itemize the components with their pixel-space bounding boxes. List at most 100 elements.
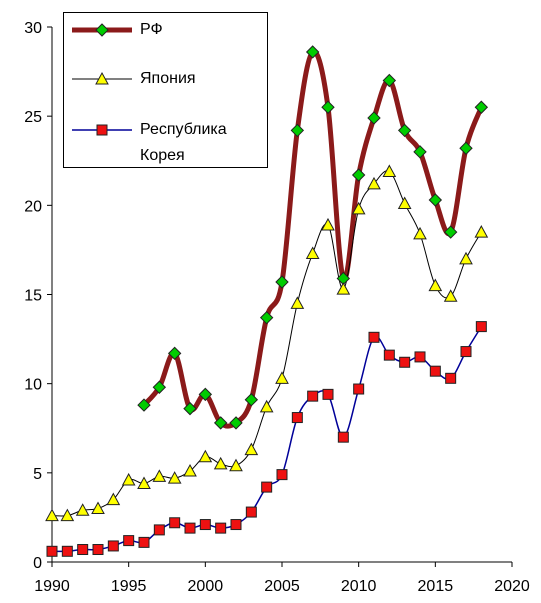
- marker: [213, 416, 228, 430]
- marker: [382, 164, 397, 177]
- marker: [95, 23, 109, 37]
- y-tick-label: 10: [24, 377, 42, 394]
- y-tick-label: 15: [24, 288, 42, 305]
- marker: [275, 275, 289, 289]
- marker: [305, 246, 320, 259]
- marker: [245, 506, 257, 518]
- marker: [351, 201, 366, 215]
- x-tick-label: 2005: [264, 578, 300, 595]
- marker: [184, 522, 196, 534]
- marker: [459, 251, 473, 265]
- marker: [153, 524, 165, 536]
- marker: [443, 225, 458, 239]
- x-tick-label: 1990: [34, 578, 70, 595]
- marker: [368, 331, 380, 343]
- legend-swatch: [72, 23, 132, 37]
- marker: [367, 176, 381, 190]
- marker: [351, 168, 366, 182]
- y-tick-label: 5: [33, 466, 42, 483]
- x-tick-label: 2020: [494, 578, 530, 595]
- marker: [367, 111, 381, 125]
- y-tick-label: 0: [33, 555, 42, 572]
- marker: [137, 476, 151, 490]
- legend: РФ Япония Республика Корея: [63, 12, 268, 168]
- marker: [107, 540, 119, 552]
- marker: [229, 416, 243, 430]
- marker: [474, 225, 489, 238]
- marker: [397, 123, 412, 138]
- marker: [121, 472, 136, 486]
- marker: [261, 481, 273, 493]
- marker: [428, 278, 443, 292]
- marker: [307, 390, 319, 402]
- marker: [259, 399, 274, 413]
- marker: [291, 412, 303, 424]
- marker: [229, 458, 243, 472]
- legend-swatch: [72, 71, 132, 85]
- marker: [474, 100, 489, 114]
- marker: [382, 73, 397, 88]
- marker: [322, 388, 334, 400]
- marker: [77, 544, 89, 556]
- marker: [383, 349, 395, 361]
- marker: [92, 544, 104, 556]
- marker: [75, 503, 90, 516]
- marker: [45, 508, 59, 522]
- marker: [413, 226, 427, 240]
- marker: [397, 196, 412, 210]
- marker: [321, 100, 335, 114]
- marker: [290, 296, 305, 309]
- marker: [353, 383, 365, 395]
- marker: [198, 449, 213, 463]
- x-tick-label: 2015: [418, 578, 454, 595]
- marker: [199, 519, 211, 531]
- marker: [91, 501, 105, 514]
- y-tick-label: 30: [24, 20, 42, 37]
- marker: [259, 310, 274, 325]
- x-tick-label: 2000: [188, 578, 224, 595]
- marker: [244, 442, 259, 456]
- marker: [61, 545, 73, 557]
- marker: [213, 456, 228, 470]
- marker: [137, 398, 151, 412]
- marker: [169, 517, 181, 529]
- marker: [443, 289, 458, 302]
- marker: [276, 469, 288, 481]
- marker: [230, 519, 242, 531]
- marker: [337, 431, 349, 443]
- marker: [106, 492, 121, 506]
- x-tick-label: 2010: [341, 578, 377, 595]
- legend-swatch: [72, 124, 132, 136]
- marker: [305, 45, 320, 59]
- marker: [290, 123, 305, 138]
- marker: [414, 351, 426, 363]
- marker: [152, 380, 167, 394]
- marker: [183, 401, 197, 416]
- marker: [46, 545, 58, 557]
- marker: [413, 145, 427, 159]
- marker: [428, 193, 443, 207]
- legend-label: РФ: [140, 21, 163, 38]
- marker: [475, 321, 487, 333]
- marker: [96, 124, 108, 136]
- marker: [244, 393, 259, 407]
- marker: [275, 371, 289, 384]
- series-line: [51, 170, 482, 517]
- marker: [167, 471, 182, 484]
- marker: [123, 535, 135, 547]
- legend-label: Республика Корея: [140, 121, 227, 164]
- marker: [95, 71, 109, 85]
- y-tick-label: 20: [24, 198, 42, 215]
- x-tick-label: 1995: [111, 578, 147, 595]
- marker: [198, 387, 213, 402]
- marker: [399, 356, 411, 368]
- marker: [459, 141, 473, 155]
- legend-label: Япония: [140, 70, 196, 87]
- marker: [321, 217, 335, 231]
- marker: [152, 469, 167, 482]
- marker: [445, 372, 457, 384]
- marker: [215, 522, 227, 534]
- marker: [167, 346, 182, 361]
